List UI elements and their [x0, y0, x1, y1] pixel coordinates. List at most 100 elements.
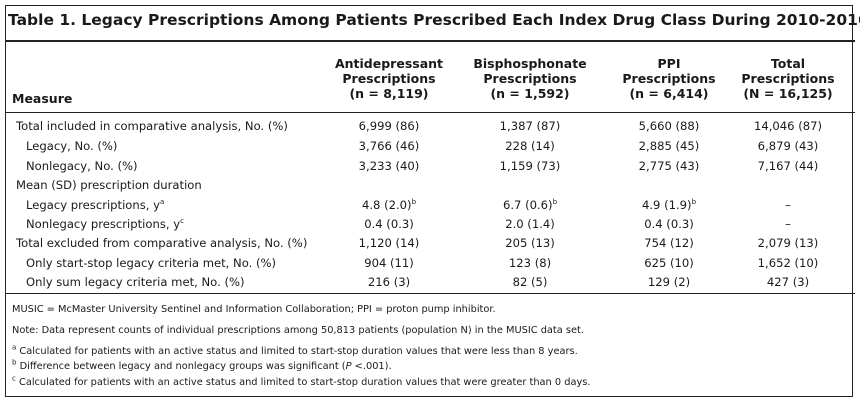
- cell-value: 1,120 (14): [358, 236, 420, 250]
- column-header-line: Antidepressant: [334, 56, 444, 71]
- cell-value: 427 (3): [766, 275, 810, 289]
- table-cell: 6.7 (0.6)b: [455, 195, 605, 215]
- table-cell: 625 (10): [594, 253, 744, 273]
- table-cell: 1,120 (14): [314, 233, 464, 253]
- cell-value: 205 (13): [505, 236, 555, 250]
- cell-value: 754 (12): [644, 236, 694, 250]
- table-cell: 5,660 (88): [594, 116, 744, 136]
- table-cell: 1,652 (10): [713, 253, 860, 273]
- table-cell: 2,885 (45): [594, 136, 744, 156]
- row-label: Only sum legacy criteria met, No. (%): [26, 272, 245, 292]
- row-label-text: Nonlegacy prescriptions, y: [26, 217, 181, 231]
- table-cell: 754 (12): [594, 233, 744, 253]
- cell-value: –: [785, 217, 791, 231]
- cell-value: 1,159 (73): [499, 159, 561, 173]
- row-label: Only start-stop legacy criteria met, No.…: [26, 253, 276, 273]
- column-header-total: Total Prescriptions (N = 16,125): [713, 56, 860, 101]
- footnote-mark: b: [12, 358, 17, 367]
- table-cell: 1,387 (87): [455, 116, 605, 136]
- cell-value: 1,387 (87): [499, 119, 561, 133]
- table-row: Total included in comparative analysis, …: [0, 116, 860, 136]
- table-cell: 123 (8): [455, 253, 605, 273]
- footnote-b: b Difference between legacy and nonlegac…: [12, 358, 392, 372]
- column-header-line: Total: [770, 56, 806, 71]
- table-frame: [5, 5, 853, 397]
- cell-value: 0.4 (0.3): [644, 217, 694, 231]
- cell-value: 123 (8): [508, 256, 552, 270]
- cell-value: 14,046 (87): [753, 119, 823, 133]
- cell-value: –: [785, 198, 791, 212]
- table-cell: 228 (14): [455, 136, 605, 156]
- table-cell: 2.0 (1.4): [455, 214, 605, 234]
- row-label-text: Legacy, No. (%): [26, 139, 118, 153]
- abbreviations-note: MUSIC = McMaster University Sentinel and…: [12, 304, 496, 315]
- cell-value: 3,233 (40): [358, 159, 420, 173]
- footnote-mark: a: [12, 343, 17, 352]
- table-title: Table 1. Legacy Prescriptions Among Pati…: [8, 11, 860, 29]
- table-cell: 427 (3): [713, 272, 860, 292]
- column-header-line: Prescriptions: [741, 71, 835, 86]
- cell-value: 0.4 (0.3): [364, 217, 414, 231]
- table-cell: 3,766 (46): [314, 136, 464, 156]
- table-row: Legacy, No. (%) 3,766 (46) 228 (14) 2,885 (…: [0, 136, 860, 156]
- footnote-mark: c: [12, 374, 16, 383]
- footnote-text: Calculated for patients with an active s…: [19, 346, 578, 357]
- cell-value: 6,999 (86): [358, 119, 420, 133]
- table-cell: 6,879 (43): [713, 136, 860, 156]
- footnote-text: Calculated for patients with an active s…: [18, 377, 591, 388]
- cell-value: 4.9 (1.9): [641, 198, 692, 212]
- table-cell: 904 (11): [314, 253, 464, 273]
- footnote-a: a Calculated for patients with an active…: [12, 343, 578, 357]
- row-label: Legacy, No. (%): [26, 136, 117, 156]
- table-cell: 0.4 (0.3): [314, 214, 464, 234]
- table-cell: 14,046 (87): [713, 116, 860, 136]
- cell-value: 216 (3): [367, 275, 411, 289]
- table-row: Only sum legacy criteria met, No. (%) 216…: [0, 272, 860, 292]
- table-row: Mean (SD) prescription duration: [0, 175, 860, 195]
- row-label: Total excluded from comparative analysis…: [16, 233, 307, 253]
- footnote-text: Difference between legacy and nonlegacy …: [19, 361, 346, 372]
- table-cell: 2,079 (13): [713, 233, 860, 253]
- table-cell: 205 (13): [455, 233, 605, 253]
- row-label-text: Mean (SD) prescription duration: [16, 178, 202, 192]
- table-cell: 0.4 (0.3): [594, 214, 744, 234]
- footnote-p-symbol: P: [345, 361, 352, 372]
- row-label-text: Nonlegacy, No. (%): [26, 159, 138, 173]
- cell-value: 4.8 (2.0): [361, 198, 412, 212]
- body-rule: [5, 293, 855, 294]
- footnote-mark: b: [691, 198, 697, 207]
- cell-value: 2.0 (1.4): [505, 217, 555, 231]
- cell-value: 2,775 (43): [638, 159, 700, 173]
- row-label-text: Legacy prescriptions, y: [26, 198, 161, 212]
- footnote-text: <.001).: [351, 361, 392, 372]
- column-header-line: (n = 1,592): [490, 86, 570, 101]
- row-label: Legacy prescriptions, ya: [26, 195, 164, 215]
- cell-value: 7,167 (44): [757, 159, 819, 173]
- column-header-line: (n = 8,119): [349, 86, 429, 101]
- cell-value: 6.7 (0.6): [502, 198, 553, 212]
- footnote-mark: b: [552, 198, 558, 207]
- table-cell: 1,159 (73): [455, 156, 605, 176]
- column-header-line: Prescriptions: [483, 71, 577, 86]
- footnote-mark: a: [160, 198, 165, 207]
- table-row: Only start-stop legacy criteria met, No.…: [0, 253, 860, 273]
- header-rule: [5, 112, 855, 113]
- row-label: Total included in comparative analysis, …: [16, 116, 288, 136]
- table-cell: –: [713, 195, 860, 215]
- table-row: Legacy prescriptions, ya 4.8 (2.0)b 6.7 (0…: [0, 195, 860, 215]
- cell-value: 129 (2): [647, 275, 691, 289]
- column-header-ppi: PPI Prescriptions (n = 6,414): [594, 56, 744, 101]
- row-label: Nonlegacy, No. (%): [26, 156, 138, 176]
- table-cell: 129 (2): [594, 272, 744, 292]
- cell-value: 5,660 (88): [638, 119, 700, 133]
- column-header-line: Bisphosphonate: [473, 56, 587, 71]
- cell-value: 82 (5): [512, 275, 548, 289]
- table-row: Nonlegacy, No. (%) 3,233 (40) 1,159 (73) 2,…: [0, 156, 860, 176]
- table-cell: –: [713, 214, 860, 234]
- column-header-line: (n = 6,414): [629, 86, 709, 101]
- column-header-line: PPI: [657, 56, 681, 71]
- table-cell: 4.8 (2.0)b: [314, 195, 464, 215]
- footnote-c: c Calculated for patients with an active…: [12, 374, 591, 388]
- cell-value: 2,885 (45): [638, 139, 700, 153]
- cell-value: 228 (14): [505, 139, 555, 153]
